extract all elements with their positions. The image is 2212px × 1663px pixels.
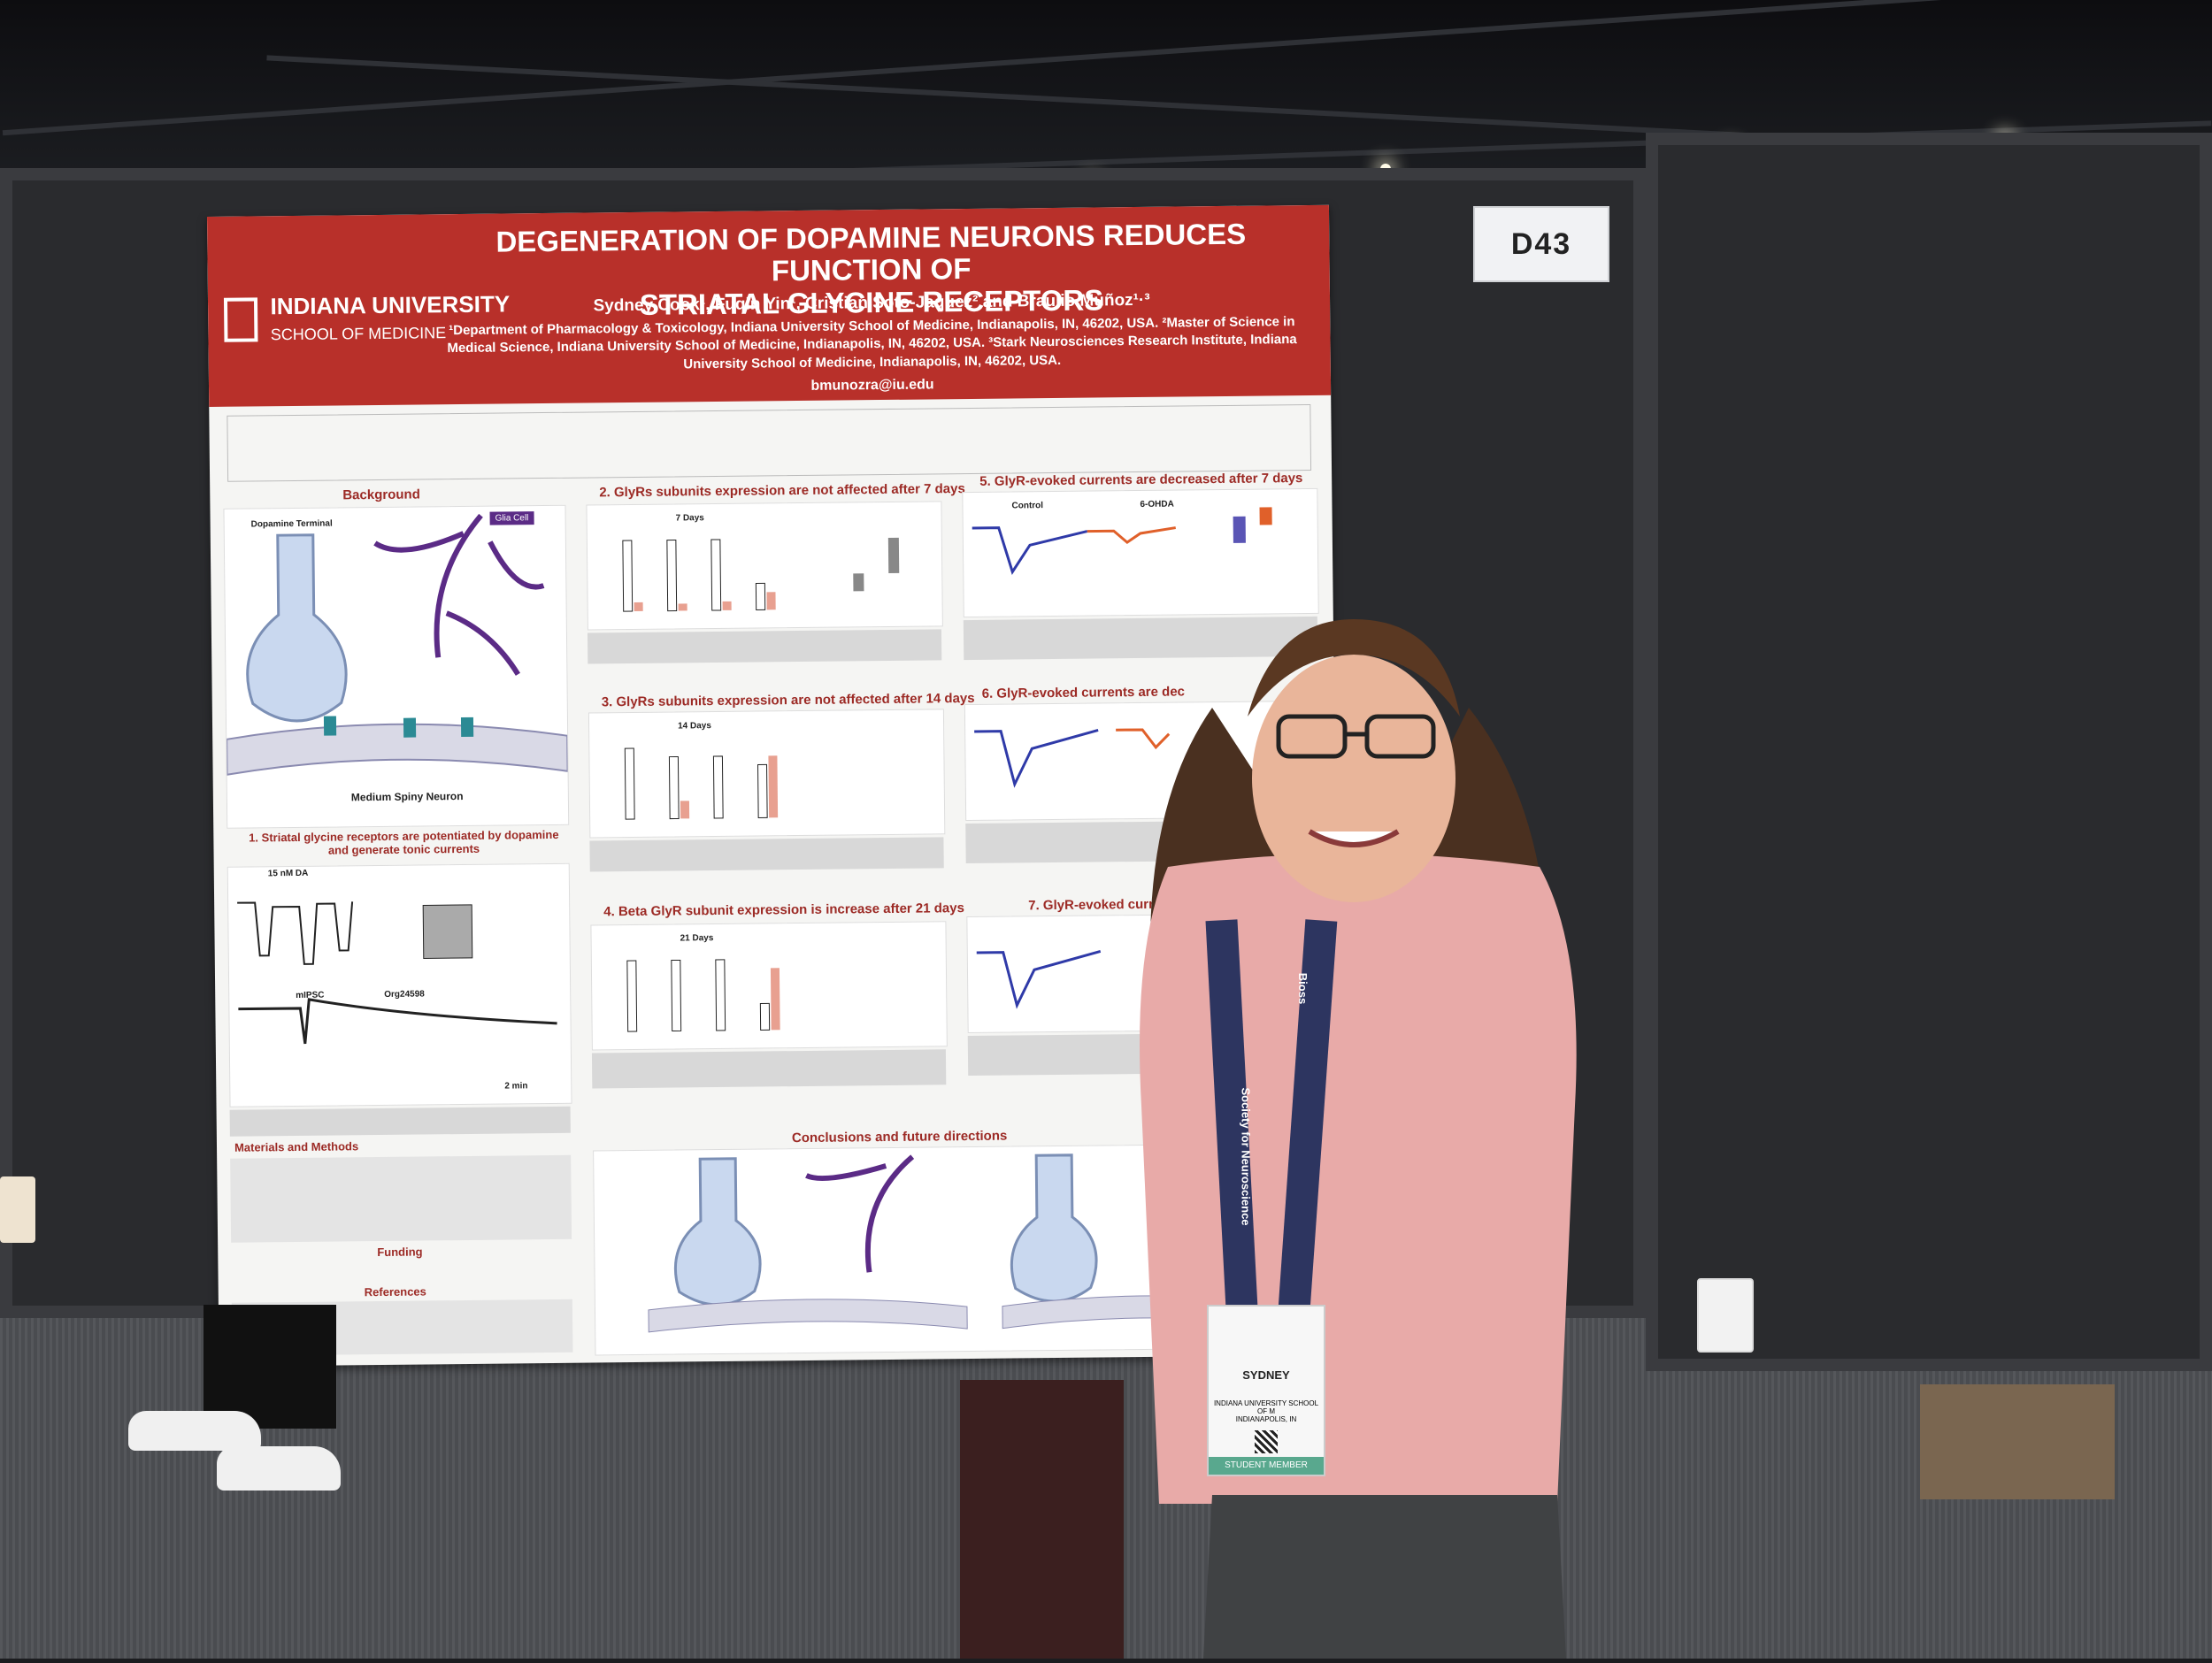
section-4: 4. Beta GlyR subunit expression is incre… — [603, 900, 965, 920]
fig4-days-label: 21 Days — [680, 933, 714, 944]
section-3: 3. GlyRs subunits expression are not aff… — [601, 690, 975, 710]
title-line-1: DEGENERATION OF DOPAMINE NEURONS REDUCES… — [495, 217, 1247, 287]
poster-affiliations: ¹Department of Pharmacology & Toxicology… — [447, 314, 1297, 372]
glia-cell-label: Glia Cell — [489, 511, 534, 525]
fig5-ohda-label: 6-OHDA — [1140, 499, 1174, 510]
fig5-control-label: Control — [1011, 501, 1044, 511]
fig3-days-label: 14 Days — [678, 721, 711, 732]
qr-code-icon — [1255, 1430, 1278, 1453]
da-label: 15 nM DA — [267, 868, 309, 879]
section-materials: Materials and Methods — [234, 1139, 359, 1154]
lanyard-sponsor: Bioss — [1296, 972, 1310, 1005]
badge-affiliation: INDIANA UNIVERSITY SCHOOL OF M — [1213, 1399, 1319, 1415]
figure-4-bars — [626, 959, 780, 1032]
research-poster: INDIANA UNIVERSITY SCHOOL OF MEDICINE DE… — [207, 204, 1341, 1367]
booth-number: D43 — [1510, 226, 1572, 261]
poster-abstract — [227, 403, 1312, 482]
badge-ribbon: STUDENT MEMBER — [1209, 1457, 1324, 1475]
figure-7-traces — [976, 950, 1102, 1009]
sneaker — [128, 1411, 261, 1451]
figure-3-bars — [624, 747, 779, 820]
poster-email: bmunozra@iu.edu — [810, 377, 934, 394]
person-background-center — [960, 1380, 1124, 1659]
figure-4: 21 Days — [590, 921, 948, 1051]
figure-2-bars — [622, 537, 900, 612]
section-references: References — [364, 1284, 426, 1299]
section-5: 5. GlyR-evoked currents are decreased af… — [979, 471, 1303, 489]
section-conclusions: Conclusions and future directions — [791, 1128, 1008, 1146]
school-name: SCHOOL OF MEDICINE — [270, 323, 447, 343]
lanyard-text: Society for Neuroscience — [1239, 1087, 1253, 1226]
msn-label: Medium Spiny Neuron — [350, 790, 464, 804]
figure-2-caption — [587, 629, 942, 664]
time-scale-label: 2 min — [504, 1081, 528, 1092]
section-background: Background — [342, 487, 420, 503]
iu-trident-icon — [223, 297, 258, 342]
conclusions-diagram — [593, 1142, 1332, 1356]
figure-1-caption — [229, 1106, 571, 1137]
figure-1-traces — [237, 901, 557, 1045]
org-label: Org24598 — [384, 989, 425, 1000]
sneaker — [217, 1446, 341, 1491]
figure-2: 7 Days — [586, 501, 943, 631]
paper-cup — [0, 1176, 35, 1243]
figure-5: Control 6-OHDA — [962, 487, 1319, 618]
fig2-days-label: 7 Days — [675, 513, 704, 524]
poster-board-right — [1646, 133, 2212, 1371]
person-background-right — [1920, 1384, 2115, 1499]
section-2: 2. GlyRs subunits expression are not aff… — [599, 481, 965, 501]
figure-3-caption — [589, 837, 944, 872]
name-badge: SYDNEY INDIANA UNIVERSITY SCHOOL OF M IN… — [1207, 1305, 1325, 1476]
conclusions-synapses — [648, 1153, 1286, 1333]
figure-3: 14 Days — [588, 709, 946, 839]
poster-banner: INDIANA UNIVERSITY SCHOOL OF MEDICINE DE… — [207, 204, 1332, 407]
figure-5-traces — [972, 507, 1272, 575]
person-background-left — [204, 1305, 336, 1429]
badge-city: INDIANAPOLIS, IN — [1235, 1415, 1297, 1423]
background-diagram: Glia Cell Dopamine Terminal Medium Spiny… — [223, 504, 570, 829]
presenter — [1097, 575, 1610, 1659]
presenter-figure — [1140, 619, 1577, 1659]
badge-name: SYDNEY — [1242, 1368, 1290, 1382]
section-1: 1. Striatal glycine receptors are potent… — [249, 827, 559, 857]
paper-cup — [1697, 1278, 1754, 1353]
figure-6-traces — [974, 728, 1171, 788]
figure-7 — [966, 912, 1324, 1034]
synapse-diagram — [226, 513, 569, 776]
figure-4-caption — [591, 1049, 947, 1089]
dopamine-terminal-label: Dopamine Terminal — [250, 518, 333, 530]
mipsc-label: mIPSC — [296, 990, 325, 1000]
section-funding: Funding — [377, 1245, 423, 1260]
badge-ribbon-text: STUDENT MEMBER — [1225, 1460, 1308, 1470]
booth-number-sign: D43 — [1473, 206, 1609, 282]
materials-text — [230, 1154, 572, 1243]
figure-6 — [964, 700, 1322, 822]
figure-1: 15 nM DA mIPSC Org24598 2 min — [227, 862, 572, 1107]
